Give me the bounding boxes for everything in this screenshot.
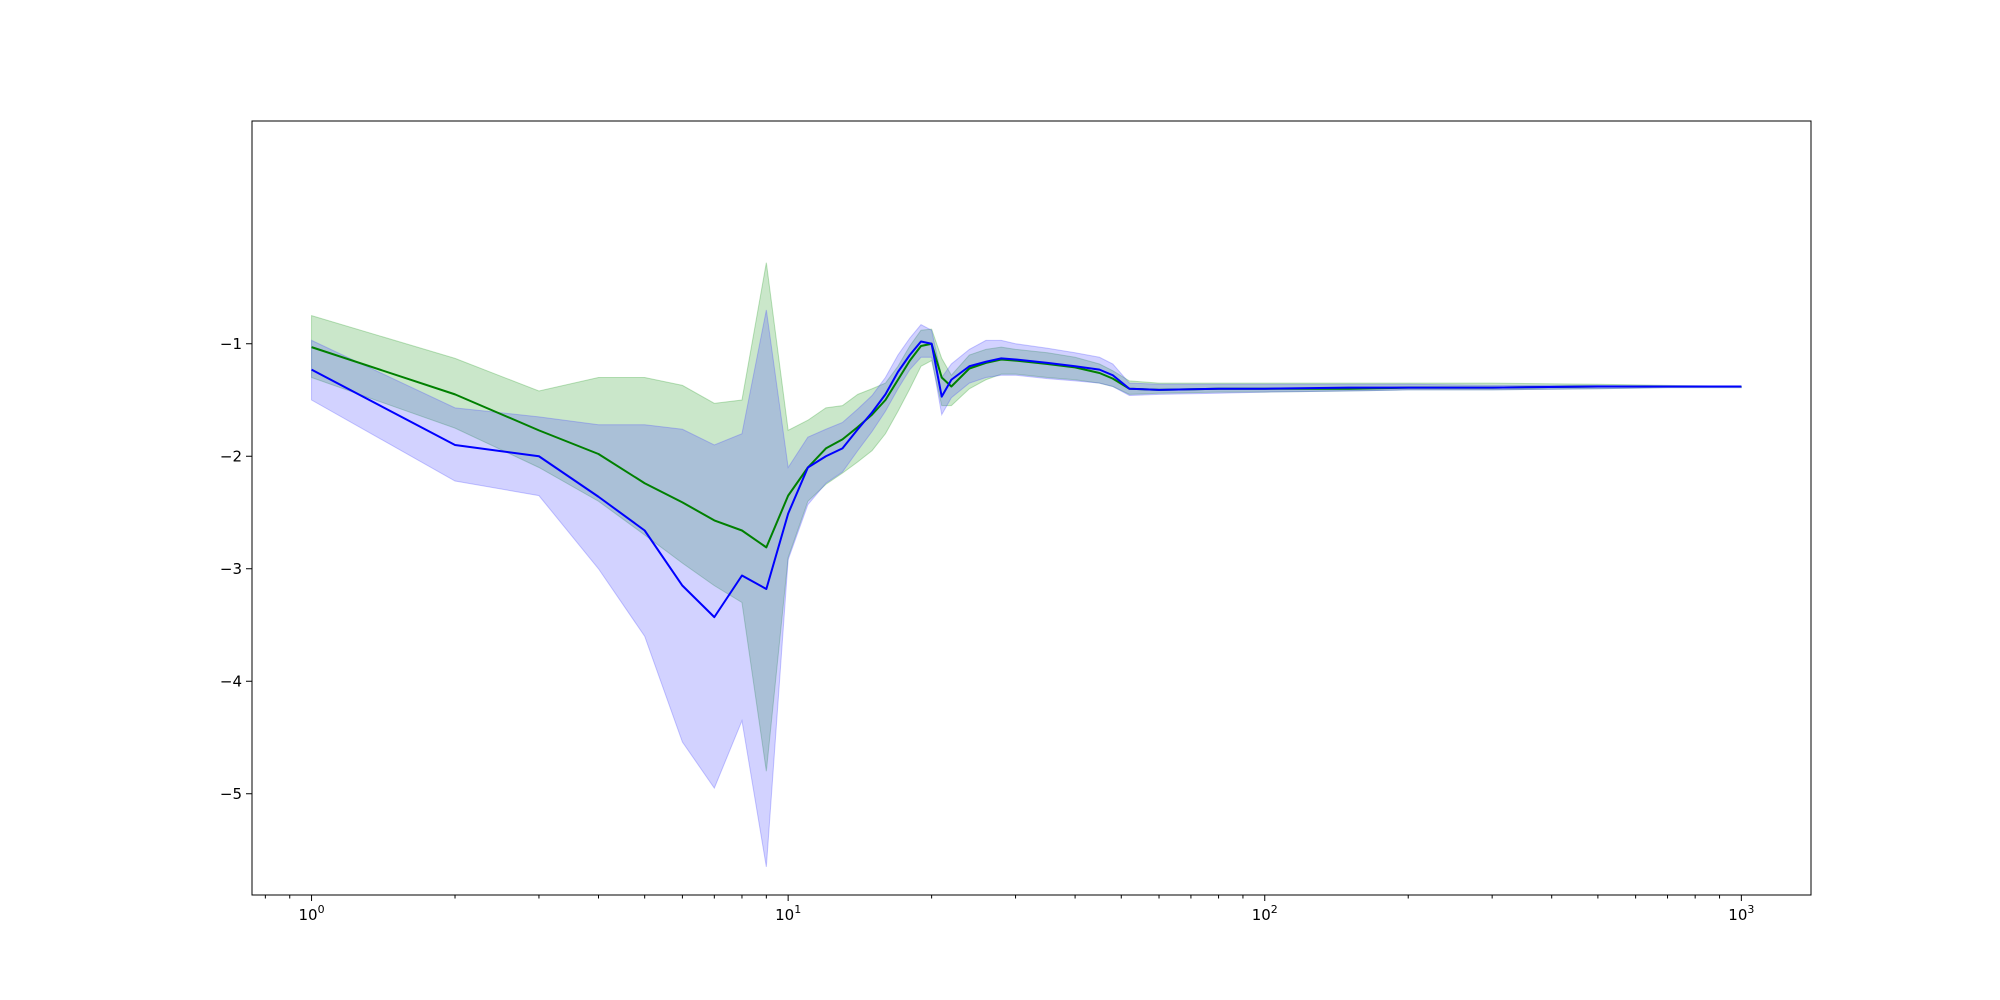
plot-frame — [251, 120, 1812, 896]
plot-area — [252, 121, 1811, 895]
y-tick-label: −2 — [220, 447, 242, 465]
x-tick-label: 100 — [298, 903, 324, 924]
y-tick-label: −1 — [220, 335, 242, 353]
y-axis-ticks: −1 −2 −3 −4 −5 — [220, 335, 252, 803]
y-tick-label: −4 — [220, 672, 242, 690]
confidence-bands — [311, 262, 1742, 867]
x-tick-label: 103 — [1728, 903, 1754, 924]
series-2-band — [311, 309, 1742, 867]
series-2-line — [311, 340, 1742, 619]
series-lines — [311, 340, 1742, 619]
y-tick-label: −5 — [220, 785, 242, 803]
x-tick-label: 102 — [1252, 903, 1278, 924]
series-1-band — [311, 262, 1742, 772]
x-tick-label: 101 — [775, 903, 801, 924]
x-axis-ticks: 100 101 102 103 — [264, 895, 1754, 924]
y-tick-label: −3 — [220, 560, 242, 578]
